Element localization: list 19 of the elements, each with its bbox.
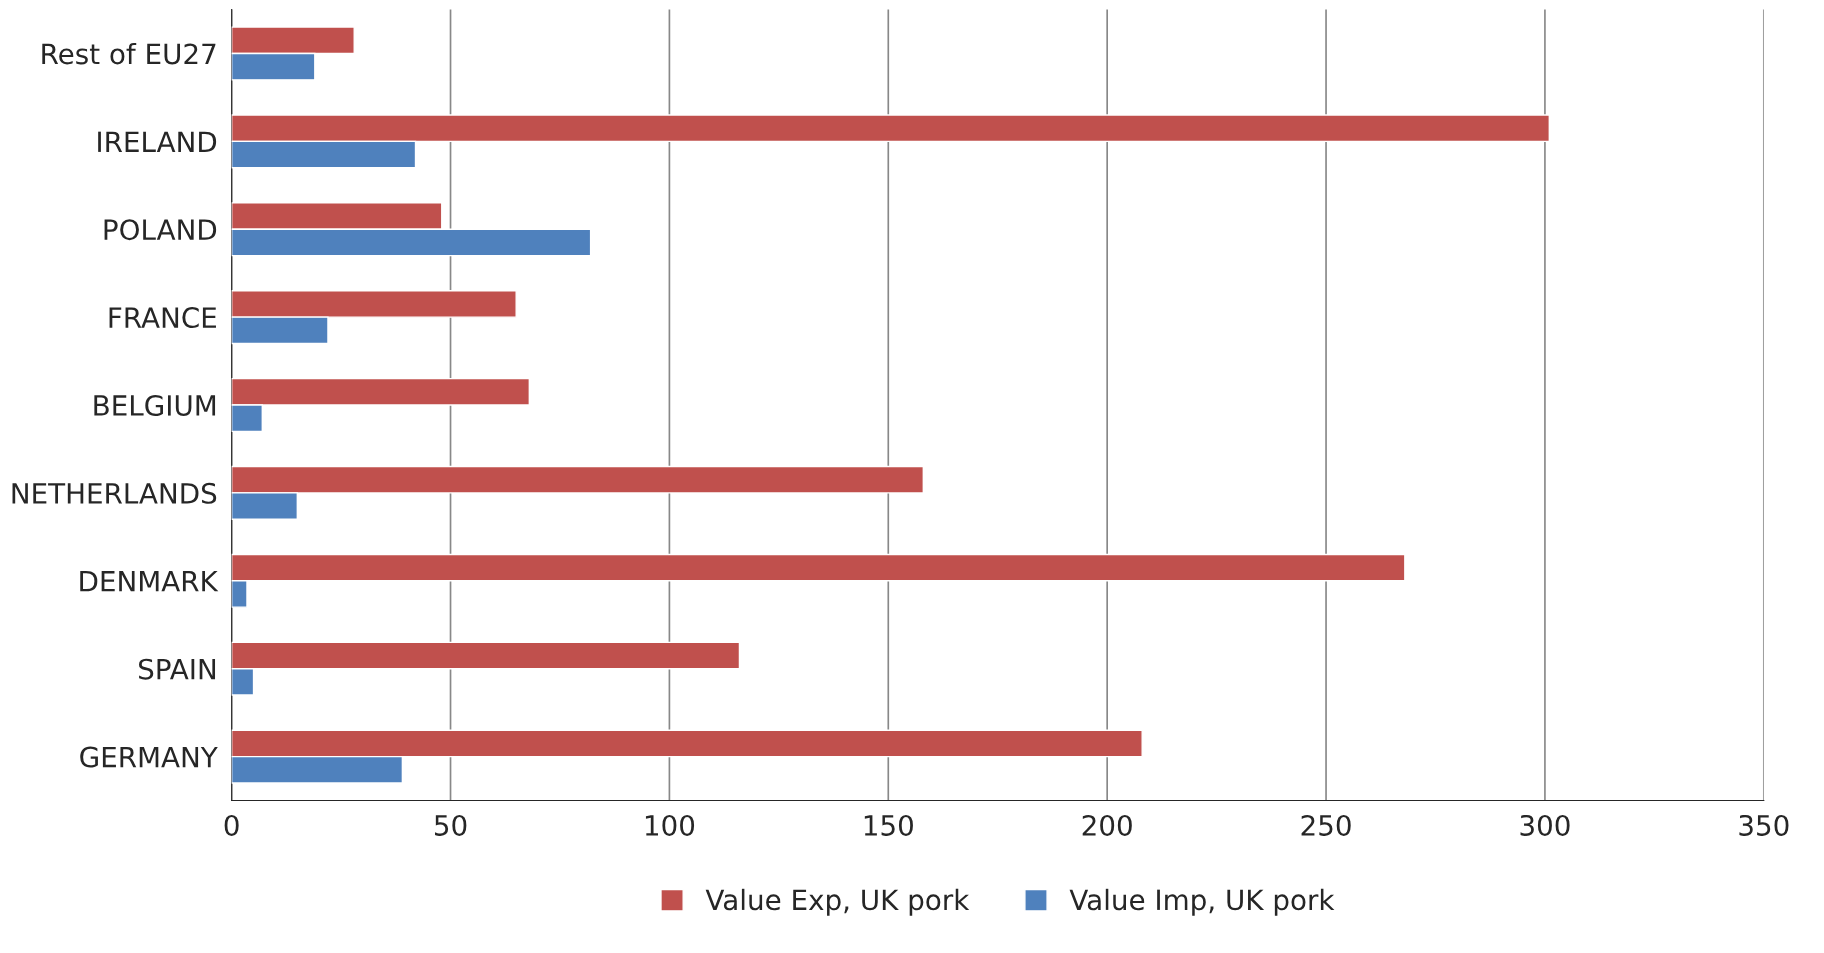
x-tick-label: 100 <box>645 814 695 836</box>
y-tick-label: Rest of EU27 <box>42 42 216 65</box>
y-tick-label: POLAND <box>104 219 217 241</box>
x-tick-label: 150 <box>864 814 913 836</box>
x-tick-label: 50 <box>435 814 467 836</box>
y-tick-label: BELGIUM <box>94 394 216 416</box>
x-tick-label: 0 <box>224 814 239 836</box>
x-tick-label: 250 <box>1301 814 1351 836</box>
y-tick-label: DENMARK <box>80 571 219 592</box>
legend-label: Value Imp, UK pork <box>1069 888 1335 916</box>
x-tick-label: 300 <box>1520 814 1570 836</box>
y-tick-label: FRANCE <box>109 307 216 329</box>
y-tick-label: SPAIN <box>139 658 216 680</box>
y-tick-label: NETHERLANDS <box>12 482 217 504</box>
y-tick-label: IRELAND <box>98 131 217 152</box>
y-tick-label: GERMANY <box>80 746 218 768</box>
legend-label: Value Exp, UK pork <box>705 888 970 916</box>
x-tick-label: 350 <box>1739 814 1789 836</box>
x-tick-label: 200 <box>1082 814 1132 836</box>
